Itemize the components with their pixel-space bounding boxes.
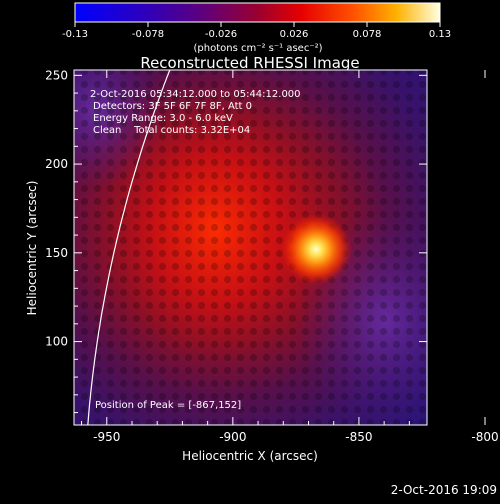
colorbar-tick-label: -0.026 xyxy=(205,29,237,40)
info-time-range: 2-Oct-2016 05:34:12.000 to 05:44:12.000 xyxy=(90,89,301,100)
y-axis-label: Heliocentric Y (arcsec) xyxy=(25,181,39,316)
x-axis-ticks: -950 -900 -850 -800 xyxy=(81,70,499,444)
plot-frame xyxy=(73,69,428,426)
peak-position-label: Position of Peak = [-867,152] xyxy=(95,400,241,411)
x-tick-label: -800 xyxy=(471,430,498,444)
y-tick-label: 100 xyxy=(45,335,68,349)
solar-limb xyxy=(87,70,171,425)
colorbar-strip xyxy=(74,2,441,23)
heatmap-peak xyxy=(280,213,353,286)
x-axis-label: Heliocentric X (arcsec) xyxy=(182,449,318,463)
colorbar-tick-label: 0.078 xyxy=(353,29,382,40)
colorbar-tick-label: 0.13 xyxy=(429,29,451,40)
colorbar: -0.13 -0.078 -0.026 0.026 0.078 0.13 (photons… xyxy=(62,2,451,54)
y-axis-ticks: 100 150 200 250 xyxy=(45,68,427,414)
heatmap-image xyxy=(74,70,427,425)
info-clean-counts: Clean Total counts: 3.32E+04 xyxy=(93,125,250,136)
chart-title: Reconstructed RHESSI Image xyxy=(140,54,359,72)
y-tick-label: 150 xyxy=(45,246,68,260)
x-tick-label: -950 xyxy=(93,430,120,444)
info-block: 2-Oct-2016 05:34:12.000 to 05:44:12.000 … xyxy=(90,89,301,136)
x-tick-label: -900 xyxy=(219,430,246,444)
y-tick-label: 200 xyxy=(45,157,68,171)
heatmap-ripples xyxy=(74,70,427,425)
y-tick-label: 250 xyxy=(45,68,68,82)
info-energy-range: Energy Range: 3.0 - 6.0 keV xyxy=(93,113,233,124)
info-detectors: Detectors: 3F 5F 6F 7F 8F, Att 0 xyxy=(93,101,252,112)
colorbar-unit-label: (photons cm⁻² s⁻¹ asec⁻²) xyxy=(193,43,322,54)
footer-timestamp: 2-Oct-2016 19:09 xyxy=(391,483,497,497)
colorbar-tick-label: -0.078 xyxy=(132,29,164,40)
x-tick-label: -850 xyxy=(345,430,372,444)
colorbar-tick-label: 0.026 xyxy=(280,29,309,40)
colorbar-ticks: -0.13 -0.078 -0.026 0.026 0.078 0.13 xyxy=(62,22,451,40)
colorbar-tick-label: -0.13 xyxy=(62,29,88,40)
